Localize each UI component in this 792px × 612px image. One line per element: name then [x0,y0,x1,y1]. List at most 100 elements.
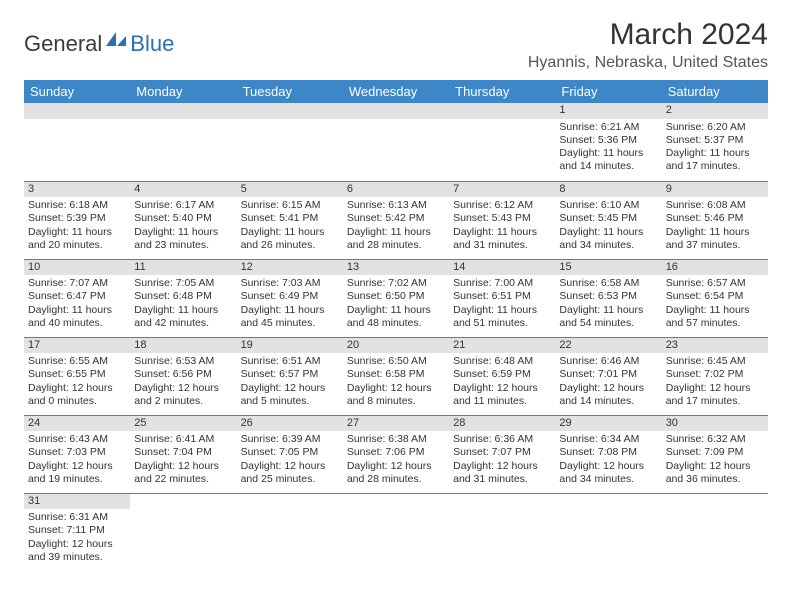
daylight1-text: Daylight: 12 hours [559,460,657,473]
daylight1-text: Daylight: 11 hours [559,147,657,160]
sunrise-text: Sunrise: 6:51 AM [241,355,339,368]
sunset-text: Sunset: 7:05 PM [241,446,339,459]
day-content: Sunrise: 7:07 AMSunset: 6:47 PMDaylight:… [24,275,130,332]
day-content: Sunrise: 6:21 AMSunset: 5:36 PMDaylight:… [555,119,661,176]
sunset-text: Sunset: 5:36 PM [559,134,657,147]
sunset-text: Sunset: 7:04 PM [134,446,232,459]
sunrise-text: Sunrise: 7:07 AM [28,277,126,290]
sunrise-text: Sunrise: 6:43 AM [28,433,126,446]
title-block: March 2024 Hyannis, Nebraska, United Sta… [528,18,768,72]
day-content: Sunrise: 7:05 AMSunset: 6:48 PMDaylight:… [130,275,236,332]
calendar-cell: 2Sunrise: 6:20 AMSunset: 5:37 PMDaylight… [662,103,768,181]
day-number: 28 [449,416,555,432]
calendar-cell: 30Sunrise: 6:32 AMSunset: 7:09 PMDayligh… [662,415,768,493]
calendar-cell [237,103,343,181]
day-number: 15 [555,260,661,276]
day-content: Sunrise: 6:39 AMSunset: 7:05 PMDaylight:… [237,431,343,488]
calendar-cell: 21Sunrise: 6:48 AMSunset: 6:59 PMDayligh… [449,337,555,415]
day-content: Sunrise: 7:00 AMSunset: 6:51 PMDaylight:… [449,275,555,332]
calendar-table: Sunday Monday Tuesday Wednesday Thursday… [24,80,768,571]
calendar-cell: 29Sunrise: 6:34 AMSunset: 7:08 PMDayligh… [555,415,661,493]
day-number: 12 [237,260,343,276]
calendar-cell: 7Sunrise: 6:12 AMSunset: 5:43 PMDaylight… [449,181,555,259]
daylight2-text: and 14 minutes. [559,395,657,408]
weekday-header: Monday [130,80,236,103]
day-content: Sunrise: 6:08 AMSunset: 5:46 PMDaylight:… [662,197,768,254]
daynum-bar [449,103,555,119]
daylight2-text: and 0 minutes. [28,395,126,408]
daylight2-text: and 36 minutes. [666,473,764,486]
day-content: Sunrise: 6:41 AMSunset: 7:04 PMDaylight:… [130,431,236,488]
month-title: March 2024 [528,18,768,52]
daylight2-text: and 45 minutes. [241,317,339,330]
calendar-cell: 14Sunrise: 7:00 AMSunset: 6:51 PMDayligh… [449,259,555,337]
daylight1-text: Daylight: 12 hours [453,460,551,473]
sunrise-text: Sunrise: 6:46 AM [559,355,657,368]
day-content: Sunrise: 6:58 AMSunset: 6:53 PMDaylight:… [555,275,661,332]
daylight1-text: Daylight: 11 hours [453,226,551,239]
sunrise-text: Sunrise: 7:03 AM [241,277,339,290]
calendar-cell [24,103,130,181]
sunset-text: Sunset: 7:02 PM [666,368,764,381]
day-number: 11 [130,260,236,276]
sunset-text: Sunset: 7:03 PM [28,446,126,459]
calendar-cell [555,493,661,571]
sunset-text: Sunset: 7:07 PM [453,446,551,459]
day-number: 9 [662,182,768,198]
sunset-text: Sunset: 7:09 PM [666,446,764,459]
calendar-cell [343,493,449,571]
day-number: 17 [24,338,130,354]
calendar-cell: 26Sunrise: 6:39 AMSunset: 7:05 PMDayligh… [237,415,343,493]
day-number: 29 [555,416,661,432]
sunset-text: Sunset: 6:53 PM [559,290,657,303]
sunset-text: Sunset: 6:56 PM [134,368,232,381]
day-number: 20 [343,338,449,354]
calendar-row: 1Sunrise: 6:21 AMSunset: 5:36 PMDaylight… [24,103,768,181]
day-number: 27 [343,416,449,432]
daylight1-text: Daylight: 12 hours [28,538,126,551]
calendar-cell: 12Sunrise: 7:03 AMSunset: 6:49 PMDayligh… [237,259,343,337]
daylight2-text: and 20 minutes. [28,239,126,252]
daylight1-text: Daylight: 11 hours [559,304,657,317]
logo-sail-icon [106,30,128,51]
calendar-row: 17Sunrise: 6:55 AMSunset: 6:55 PMDayligh… [24,337,768,415]
daylight1-text: Daylight: 12 hours [241,382,339,395]
daylight1-text: Daylight: 12 hours [453,382,551,395]
weekday-header: Sunday [24,80,130,103]
day-number: 26 [237,416,343,432]
sunrise-text: Sunrise: 6:32 AM [666,433,764,446]
daylight1-text: Daylight: 12 hours [347,460,445,473]
daylight2-text: and 26 minutes. [241,239,339,252]
logo-text-2: Blue [130,31,174,57]
day-content: Sunrise: 6:50 AMSunset: 6:58 PMDaylight:… [343,353,449,410]
calendar-cell: 18Sunrise: 6:53 AMSunset: 6:56 PMDayligh… [130,337,236,415]
calendar-cell [449,103,555,181]
sunrise-text: Sunrise: 7:02 AM [347,277,445,290]
sunrise-text: Sunrise: 6:18 AM [28,199,126,212]
day-number: 5 [237,182,343,198]
calendar-cell [449,493,555,571]
daylight2-text: and 25 minutes. [241,473,339,486]
day-number: 22 [555,338,661,354]
daylight2-text: and 51 minutes. [453,317,551,330]
daynum-bar [343,103,449,119]
daylight2-text: and 8 minutes. [347,395,445,408]
sunset-text: Sunset: 6:58 PM [347,368,445,381]
daylight1-text: Daylight: 11 hours [559,226,657,239]
sunset-text: Sunset: 5:39 PM [28,212,126,225]
day-content: Sunrise: 6:38 AMSunset: 7:06 PMDaylight:… [343,431,449,488]
sunset-text: Sunset: 5:41 PM [241,212,339,225]
daylight1-text: Daylight: 11 hours [241,304,339,317]
sunset-text: Sunset: 5:46 PM [666,212,764,225]
calendar-cell: 6Sunrise: 6:13 AMSunset: 5:42 PMDaylight… [343,181,449,259]
calendar-cell [130,103,236,181]
daylight2-text: and 17 minutes. [666,160,764,173]
weekday-header-row: Sunday Monday Tuesday Wednesday Thursday… [24,80,768,103]
sunset-text: Sunset: 5:45 PM [559,212,657,225]
daylight1-text: Daylight: 11 hours [666,304,764,317]
calendar-cell: 15Sunrise: 6:58 AMSunset: 6:53 PMDayligh… [555,259,661,337]
daylight1-text: Daylight: 11 hours [347,226,445,239]
daylight1-text: Daylight: 11 hours [241,226,339,239]
day-number: 30 [662,416,768,432]
sunrise-text: Sunrise: 6:57 AM [666,277,764,290]
